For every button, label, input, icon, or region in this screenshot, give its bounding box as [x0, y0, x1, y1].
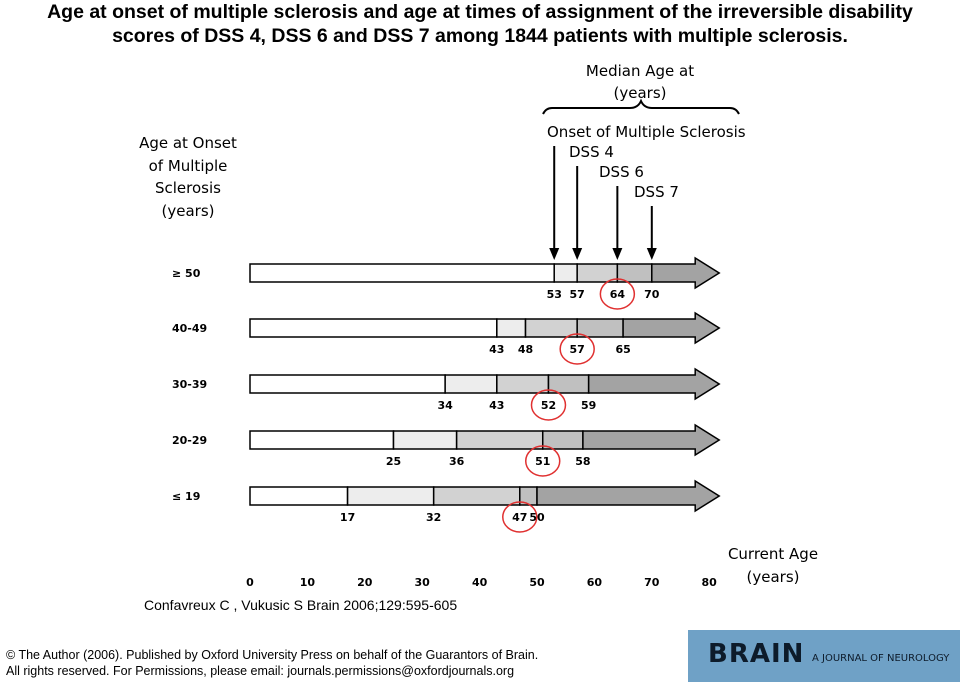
- segment-before-onset: [249, 318, 498, 338]
- segment-arrow: [582, 423, 721, 457]
- segment-arrow: [622, 311, 721, 345]
- segment-2: [455, 430, 544, 450]
- header-title-line-2: (years): [614, 84, 667, 102]
- x-tick-label: 50: [529, 576, 545, 589]
- brand-name: BRAIN: [708, 639, 805, 669]
- dss6-highlight-circle: [502, 501, 538, 533]
- copyright-footer: © The Author (2006). Published by Oxford…: [6, 647, 538, 679]
- stage-labels: Onset of Multiple Sclerosis DSS 4 DSS 6 DSS…: [547, 123, 746, 201]
- value-label-dss-4: 32: [426, 511, 441, 524]
- segment-1: [444, 374, 498, 394]
- segment-2: [524, 318, 578, 338]
- segment-1: [553, 263, 578, 283]
- row-label: ≥ 50: [172, 267, 201, 280]
- segment-before-onset: [249, 486, 349, 506]
- dss6-highlight-circle: [599, 278, 636, 310]
- chart-rows: ≥ 50 53 57 64 70 40-49 43 48 57 65 30-39 34 43 52 59 20…: [172, 256, 721, 533]
- value-label-dss-6: 57: [570, 343, 585, 356]
- value-label-dss-6: 52: [541, 399, 556, 412]
- copyright-line-1: © The Author (2006). Published by Oxford…: [6, 648, 539, 662]
- stage-arrow-head-3: [612, 248, 623, 260]
- row-4: 20-29 25 36 51 58: [172, 423, 721, 477]
- x-tick-label: 10: [300, 576, 316, 589]
- segment-arrow: [536, 479, 721, 513]
- header-brace: [542, 98, 740, 115]
- value-label-dss-7: 65: [615, 343, 630, 356]
- y-axis-title-line-4: (years): [162, 202, 215, 220]
- row-label: 30-39: [172, 378, 207, 391]
- value-label-dss-4: 57: [570, 288, 585, 301]
- row-3: 30-39 34 43 52 59: [172, 367, 721, 421]
- value-label-dss-4: 43: [489, 399, 504, 412]
- value-label-onset-of-multiple-sclerosis: 25: [386, 455, 401, 468]
- segment-arrow: [651, 256, 721, 290]
- stage-arrows: [549, 146, 657, 260]
- x-tick-label: 60: [587, 576, 603, 589]
- stage-label-4: DSS 7: [634, 183, 679, 201]
- row-2: 40-49 43 48 57 65: [172, 311, 721, 365]
- x-tick-label: 40: [472, 576, 488, 589]
- value-label-dss-4: 48: [518, 343, 533, 356]
- figure-title-line-1: Age at onset of multiple sclerosis and a…: [47, 1, 913, 23]
- x-axis-title-line-1: Current Age: [728, 545, 818, 563]
- figure-title-line-2: scores of DSS 4, DSS 6 and DSS 7 among 1…: [112, 25, 848, 47]
- stage-arrow-head-4: [646, 248, 657, 260]
- copyright-line-2: All rights reserved. For Permissions, pl…: [6, 664, 515, 678]
- value-label-onset-of-multiple-sclerosis: 53: [547, 288, 562, 301]
- x-axis-title: Current Age (years): [728, 545, 818, 586]
- stage-label-3: DSS 6: [599, 163, 644, 181]
- value-label-onset-of-multiple-sclerosis: 17: [340, 511, 355, 524]
- segment-before-onset: [249, 263, 555, 283]
- citation: Confavreux C , Vukusic S Brain 2006;129:…: [144, 597, 458, 613]
- segment-2: [496, 374, 550, 394]
- segment-1: [496, 318, 527, 338]
- dss6-highlight-circle: [524, 445, 561, 477]
- segment-1: [392, 430, 458, 450]
- stage-arrow-head-2: [572, 248, 583, 260]
- value-label-dss-7: 58: [575, 455, 590, 468]
- value-label-dss-6: 51: [535, 455, 550, 468]
- value-label-onset-of-multiple-sclerosis: 43: [489, 343, 504, 356]
- y-axis-title-line-2: of Multiple: [149, 157, 228, 175]
- x-tick-label: 30: [415, 576, 431, 589]
- segment-before-onset: [249, 430, 395, 450]
- figure-title: Age at onset of multiple sclerosis and a…: [0, 0, 960, 48]
- stage-arrow-head-1: [549, 248, 560, 260]
- row-label: 40-49: [172, 322, 207, 335]
- y-axis-title-line-3: Sclerosis: [155, 179, 221, 197]
- row-label: ≤ 19: [172, 490, 200, 503]
- chart-header: Median Age at (years): [542, 62, 740, 115]
- value-label-dss-6: 47: [512, 511, 527, 524]
- value-label-dss-7: 70: [644, 288, 660, 301]
- value-label-onset-of-multiple-sclerosis: 34: [438, 399, 454, 412]
- stage-label-2: DSS 4: [569, 143, 614, 161]
- y-axis-title: Age at Onset of Multiple Sclerosis (years): [139, 134, 237, 220]
- brain-journal-logo: BRAIN A JOURNAL OF NEUROLOGY: [688, 630, 960, 682]
- value-label-dss-7: 59: [581, 399, 596, 412]
- brand-tagline: A JOURNAL OF NEUROLOGY: [812, 653, 950, 664]
- value-label-dss-6: 64: [610, 288, 626, 301]
- x-tick-label: 20: [357, 576, 373, 589]
- x-axis-title-line-2: (years): [747, 568, 800, 586]
- segment-arrow: [587, 367, 721, 401]
- x-tick-label: 0: [246, 576, 254, 589]
- y-axis-title-line-1: Age at Onset: [139, 134, 237, 152]
- segment-1: [346, 486, 435, 506]
- x-tick-label: 80: [702, 576, 718, 589]
- x-axis: 0 10 20 30 40 50 60 70 80: [246, 576, 717, 589]
- header-title-line-1: Median Age at: [586, 62, 694, 80]
- value-label-dss-4: 36: [449, 455, 465, 468]
- dss6-highlight-circle: [559, 333, 595, 365]
- segment-before-onset: [249, 374, 446, 394]
- segment-2: [432, 486, 521, 506]
- segment-3: [576, 318, 624, 338]
- x-tick-label: 70: [644, 576, 660, 589]
- stage-label-1: Onset of Multiple Sclerosis: [547, 123, 746, 141]
- dss6-highlight-circle: [530, 389, 567, 421]
- row-1: ≥ 50 53 57 64 70: [172, 256, 721, 310]
- row-label: 20-29: [172, 434, 207, 447]
